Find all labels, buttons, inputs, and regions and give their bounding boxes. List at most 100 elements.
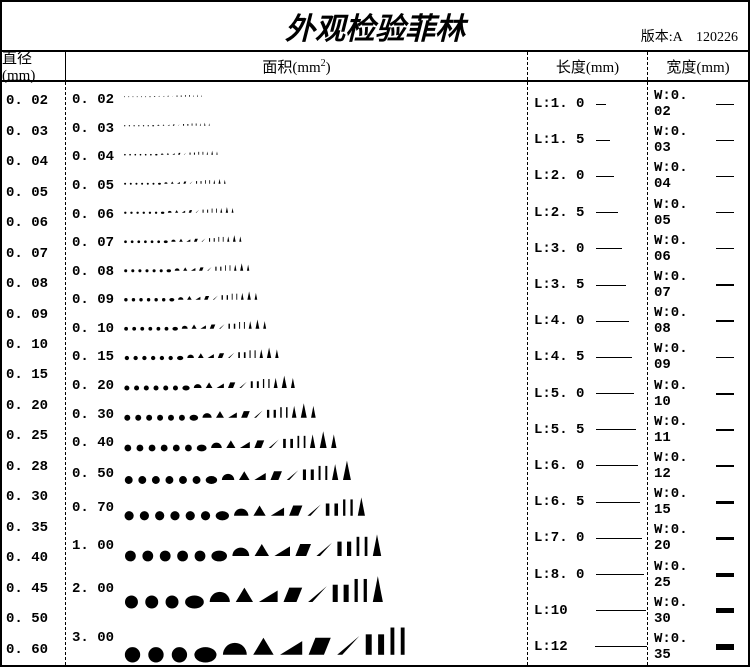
length-sample-icon <box>596 610 646 611</box>
length-sample-icon <box>596 140 610 141</box>
length-row: L:6. 0 <box>528 448 647 484</box>
length-label: L:7. 0 <box>534 530 592 546</box>
length-sample-icon <box>596 429 636 430</box>
width-label: W:0. 15 <box>654 486 712 518</box>
length-row: L:3. 0 <box>528 231 647 267</box>
width-row: W:0. 03 <box>648 122 748 158</box>
diameter-column: 0. 020. 030. 040. 050. 060. 070. 080. 09… <box>2 82 66 665</box>
diameter-value: 0. 09 <box>2 299 65 329</box>
width-sample-icon <box>716 429 734 431</box>
length-row: L:2. 0 <box>528 158 647 194</box>
width-row: W:0. 06 <box>648 231 748 267</box>
width-row: W:0. 30 <box>648 593 748 629</box>
length-label: L:10 <box>534 603 592 619</box>
length-label: L:1. 5 <box>534 132 592 148</box>
length-row: L:1. 0 <box>528 86 647 122</box>
length-sample-icon <box>596 393 634 394</box>
length-sample-icon <box>596 357 632 358</box>
length-label: L:2. 5 <box>534 205 592 221</box>
area-value: 0. 40 <box>72 435 120 451</box>
length-sample-icon <box>596 176 614 177</box>
shape-row-icon <box>124 490 370 526</box>
width-row: W:0. 20 <box>648 520 748 556</box>
length-label: L:5. 0 <box>534 386 592 402</box>
shape-row-icon <box>124 178 229 194</box>
area-row: 1. 00 <box>66 526 527 566</box>
area-value: 0. 09 <box>72 292 120 308</box>
shape-row-icon <box>124 458 356 490</box>
shape-row-icon <box>124 318 270 339</box>
length-label: L:2. 0 <box>534 168 592 184</box>
width-column: W:0. 02W:0. 03W:0. 04W:0. 05W:0. 06W:0. … <box>648 82 748 665</box>
length-label: L:3. 5 <box>534 277 592 293</box>
length-label: L:4. 5 <box>534 349 592 365</box>
width-sample-icon <box>716 537 734 540</box>
diameter-value: 0. 28 <box>2 452 65 482</box>
area-row: 0. 30 <box>66 400 527 429</box>
length-label: L:8. 0 <box>534 567 592 583</box>
area-value: 2. 00 <box>72 581 120 597</box>
area-row: 0. 08 <box>66 257 527 286</box>
length-sample-icon <box>596 502 640 503</box>
length-row: L:8. 0 <box>528 556 647 592</box>
area-column: 0. 020. 030. 040. 050. 060. 070. 080. 09… <box>66 82 528 665</box>
area-row: 0. 02 <box>66 86 527 115</box>
length-row: L:5. 0 <box>528 376 647 412</box>
width-row: W:0. 15 <box>648 484 748 520</box>
width-row: W:0. 04 <box>648 158 748 194</box>
area-row: 0. 70 <box>66 490 527 526</box>
width-label: W:0. 04 <box>654 160 712 192</box>
shape-row-icon <box>124 262 253 281</box>
diameter-value: 0. 45 <box>2 574 65 604</box>
diameter-value: 0. 25 <box>2 421 65 451</box>
title-bar: 外观检验菲林 版本:A 120226 <box>2 2 748 52</box>
width-row: W:0. 02 <box>648 86 748 122</box>
area-value: 0. 05 <box>72 178 120 194</box>
header-diameter: 直径(mm) <box>2 52 66 80</box>
width-label: W:0. 03 <box>654 124 712 156</box>
width-row: W:0. 25 <box>648 556 748 592</box>
area-value: 1. 00 <box>72 538 120 554</box>
length-label: L:5. 5 <box>534 422 592 438</box>
header-length: 长度(mm) <box>528 52 648 80</box>
area-value: 0. 03 <box>72 121 120 137</box>
area-row: 0. 20 <box>66 372 527 401</box>
length-row: L:4. 0 <box>528 303 647 339</box>
width-label: W:0. 20 <box>654 522 712 554</box>
shape-row-icon <box>124 346 283 368</box>
width-row: W:0. 10 <box>648 376 748 412</box>
shape-row-icon <box>124 566 389 612</box>
length-label: L:12 <box>534 639 591 655</box>
width-label: W:0. 25 <box>654 559 712 591</box>
width-sample-icon <box>716 608 734 613</box>
width-label: W:0. 09 <box>654 341 712 373</box>
length-sample-icon <box>596 321 629 322</box>
width-sample-icon <box>716 140 734 141</box>
area-row: 0. 05 <box>66 172 527 201</box>
area-value: 0. 20 <box>72 378 120 394</box>
area-row: 0. 06 <box>66 200 527 229</box>
diameter-value: 0. 35 <box>2 513 65 543</box>
length-sample-icon <box>596 538 642 539</box>
shape-row-icon <box>124 94 205 107</box>
width-sample-icon <box>716 393 734 395</box>
length-row: L:4. 5 <box>528 339 647 375</box>
length-sample-icon <box>596 212 618 213</box>
shape-row-icon <box>124 206 237 223</box>
length-row: L:12 <box>528 629 647 665</box>
header-area: 面积(mm2) <box>66 52 528 80</box>
diameter-value: 0. 15 <box>2 360 65 390</box>
width-sample-icon <box>716 320 734 322</box>
chart-body: 0. 020. 030. 040. 050. 060. 070. 080. 09… <box>2 82 748 665</box>
area-row: 0. 09 <box>66 286 527 315</box>
diameter-value: 0. 40 <box>2 543 65 573</box>
length-sample-icon <box>596 248 622 249</box>
length-row: L:1. 5 <box>528 122 647 158</box>
area-row: 0. 15 <box>66 343 527 372</box>
width-label: W:0. 10 <box>654 378 712 410</box>
diameter-value: 0. 07 <box>2 238 65 268</box>
length-label: L:6. 5 <box>534 494 592 510</box>
width-label: W:0. 30 <box>654 595 712 627</box>
area-value: 0. 07 <box>72 235 120 251</box>
shape-row-icon <box>124 290 261 310</box>
